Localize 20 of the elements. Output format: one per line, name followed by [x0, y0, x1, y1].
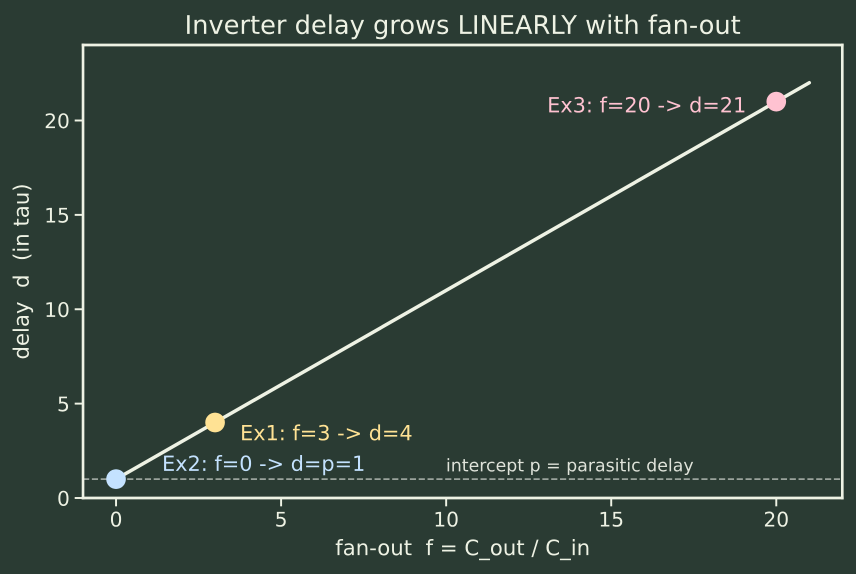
y-axis-title: delay d (in tau)	[12, 185, 34, 358]
point	[766, 92, 786, 112]
y-tick-label: 5	[58, 396, 68, 412]
x-tick-label: 15	[600, 512, 622, 527]
x-tick-label: 10	[436, 512, 458, 527]
chart-title: Inverter delay grows LINEARLY with fan-out	[187, 14, 740, 40]
x-tick-label: 20	[764, 512, 788, 527]
x-tick-label: 5	[276, 512, 286, 527]
ref-line-label: intercept p = parasitic delay	[448, 458, 694, 475]
x-tick-label: 0	[110, 512, 122, 527]
y-tick-label: 15	[46, 208, 68, 223]
point	[205, 412, 225, 432]
x-axis-title: fan-out f = C_out / C_in	[336, 539, 588, 560]
y-tick-label: 20	[46, 113, 68, 128]
point	[106, 469, 126, 489]
y-tick-label: 0	[58, 490, 68, 506]
annotation: Ex2: f=0 -> d=p=1	[164, 455, 364, 476]
y-tick-label: 10	[46, 302, 68, 318]
annotation: Ex3: f=20 -> d=21	[549, 96, 744, 113]
annotation: Ex1: f=3 -> d=4	[242, 424, 412, 441]
